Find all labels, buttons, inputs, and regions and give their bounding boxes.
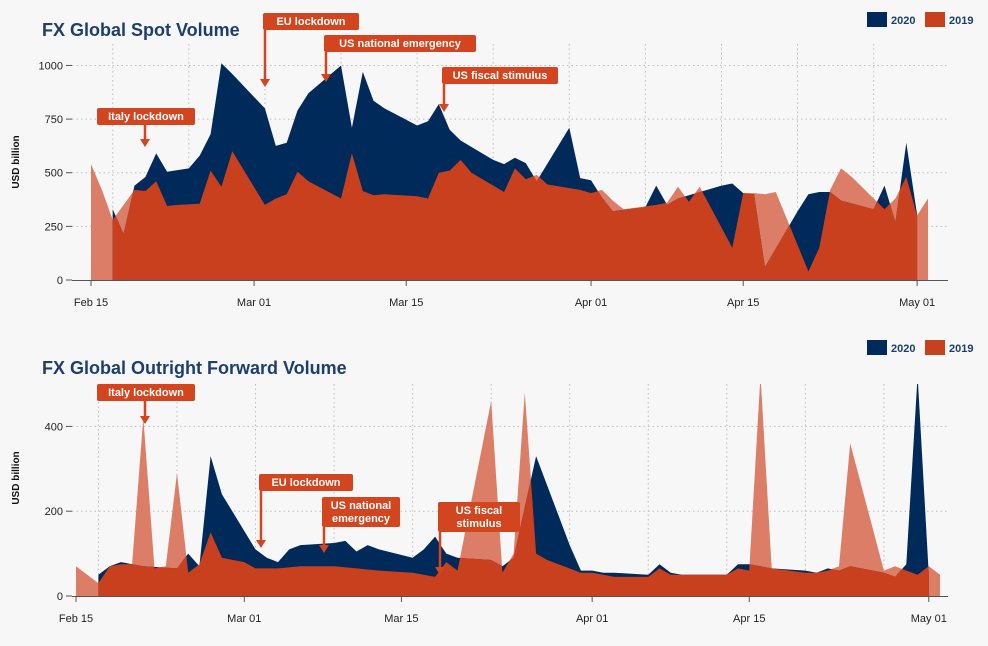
area-2019 bbox=[112, 151, 918, 280]
x-tick-label: Apr 01 bbox=[575, 297, 607, 309]
annotation-label: US fiscal stimulus bbox=[453, 70, 548, 82]
x-tick-label: Mar 15 bbox=[384, 613, 418, 625]
x-tick-label: Apr 15 bbox=[727, 297, 759, 309]
legend-swatch-2019 bbox=[925, 12, 945, 27]
annotation-arrow-head bbox=[435, 567, 445, 575]
legend-label-2019: 2019 bbox=[949, 15, 973, 27]
annotation: US fiscal stimulus bbox=[435, 502, 520, 575]
y-tick-label: 250 bbox=[45, 221, 63, 233]
annotation-box bbox=[442, 67, 558, 84]
x-tick-label: Feb 15 bbox=[74, 297, 108, 309]
annotation: US national emergency bbox=[319, 497, 400, 553]
annotation-box bbox=[438, 502, 520, 532]
annotation-box bbox=[259, 474, 353, 491]
y-tick-label: 0 bbox=[57, 275, 63, 287]
chart-panel-2: 0 200 400 USD billion Feb 15 Mar 01 Mar 15 Apr … bbox=[11, 340, 973, 625]
annotation: US fiscal stimulus bbox=[439, 67, 558, 112]
annotation-box bbox=[97, 108, 195, 125]
annotation-box bbox=[322, 497, 400, 527]
annotation-arrow-head bbox=[319, 545, 329, 553]
annotation: Italy lockdown bbox=[97, 108, 195, 147]
x-tick-label: Feb 15 bbox=[59, 613, 93, 625]
x-tick-label: Mar 01 bbox=[237, 297, 271, 309]
chart-panel-1: 0 250 500 750 1000 USD billion Feb 15 Mar 01 Mar… bbox=[11, 12, 973, 309]
annotation-arrow-head bbox=[140, 416, 150, 424]
x-tick-label: May 01 bbox=[911, 613, 947, 625]
legend-label-2020: 2020 bbox=[891, 15, 915, 27]
annotation-arrow-head bbox=[321, 74, 331, 82]
legend: 2020 2019 bbox=[867, 340, 973, 355]
y-tick-label: 200 bbox=[45, 506, 63, 518]
annotation: Italy lockdown bbox=[97, 384, 195, 424]
y-tick-label: 750 bbox=[45, 114, 63, 126]
y-tick-label: 0 bbox=[57, 591, 63, 603]
annotation: EU lockdown bbox=[260, 13, 359, 87]
y-tick-label: 1000 bbox=[39, 60, 63, 72]
annotation: US national emergency bbox=[321, 35, 476, 82]
chart-title: FX Global Outright Forward Volume bbox=[42, 358, 347, 378]
y-axis-title: USD billion bbox=[11, 451, 22, 504]
annotation-box bbox=[324, 35, 476, 52]
annotation-box bbox=[263, 13, 359, 30]
annotation-arrow-head bbox=[260, 79, 270, 87]
legend-swatch-2020 bbox=[867, 12, 887, 27]
annotation: EU lockdown bbox=[256, 474, 353, 548]
x-tick-label: May 01 bbox=[899, 297, 935, 309]
legend-swatch-2020 bbox=[867, 340, 887, 355]
annotation-label: Italy lockdown bbox=[108, 387, 184, 399]
annotation-arrow-head bbox=[140, 139, 150, 147]
area-layer bbox=[91, 63, 928, 280]
y-axis-title: USD billion bbox=[11, 135, 22, 188]
legend-swatch-2019 bbox=[925, 340, 945, 355]
annotation-arrow-head bbox=[256, 540, 266, 548]
annotation-label: US national emergency bbox=[331, 500, 392, 525]
y-tick-label: 500 bbox=[45, 168, 63, 180]
annotation-box bbox=[97, 384, 195, 401]
x-tick-label: Apr 15 bbox=[733, 613, 765, 625]
x-tick-label: Mar 15 bbox=[389, 297, 423, 309]
annotation-label: US fiscal stimulus bbox=[456, 505, 502, 530]
y-tick-label: 400 bbox=[45, 421, 63, 433]
legend-label-2020: 2020 bbox=[891, 343, 915, 355]
annotation-label: US national emergency bbox=[339, 38, 462, 50]
x-tick-label: Mar 01 bbox=[227, 613, 261, 625]
annotation-arrow-head bbox=[439, 104, 449, 112]
x-tick-label: Apr 01 bbox=[576, 613, 608, 625]
chart-title: FX Global Spot Volume bbox=[42, 20, 240, 40]
area-2019 bbox=[98, 384, 929, 596]
annotation-label: EU lockdown bbox=[271, 477, 340, 489]
legend-label-2019: 2019 bbox=[949, 343, 973, 355]
area-layer bbox=[76, 384, 940, 596]
annotation-label: Italy lockdown bbox=[108, 111, 184, 123]
annotation-label: EU lockdown bbox=[276, 16, 345, 28]
legend: 2020 2019 bbox=[867, 12, 973, 27]
